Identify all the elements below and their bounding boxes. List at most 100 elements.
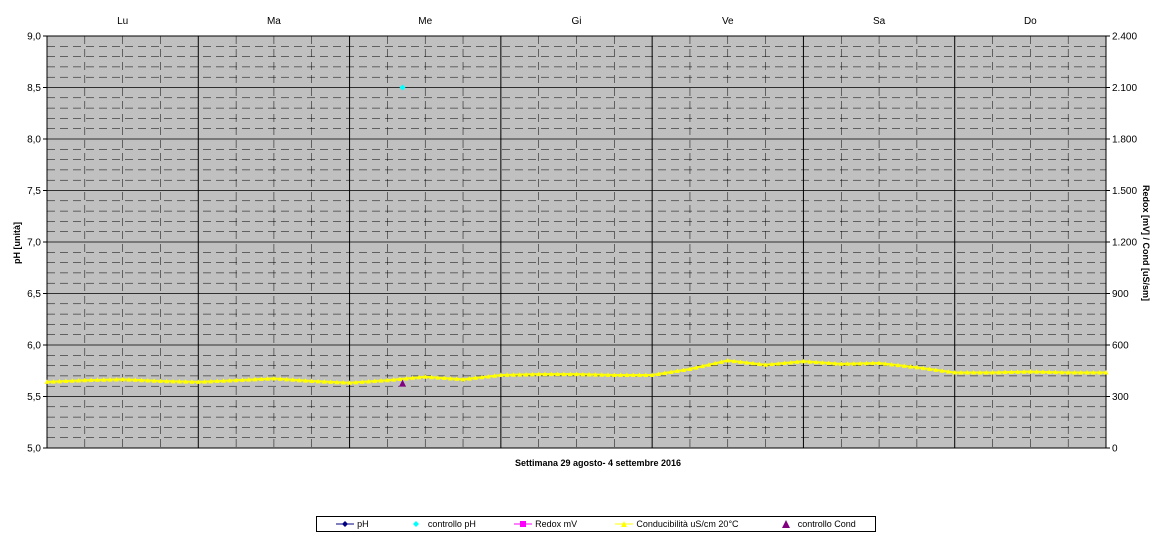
legend-item-conducibilita: Conducibilità uS/cm 20°C bbox=[615, 519, 739, 529]
conducibilita-point bbox=[832, 360, 838, 366]
conducibilita-point bbox=[712, 360, 718, 366]
conducibilita-point bbox=[208, 378, 214, 384]
conducibilita-point bbox=[901, 363, 907, 368]
conducibilita-point bbox=[157, 378, 163, 384]
legend-label-controllo-ph: controllo pH bbox=[427, 519, 476, 529]
left-tick-label: 5,0 bbox=[27, 444, 41, 455]
conducibilita-point bbox=[290, 377, 296, 382]
conducibilita-point bbox=[76, 377, 82, 383]
conducibilita-point bbox=[302, 378, 308, 383]
left-tick-label: 8,5 bbox=[27, 83, 41, 94]
conducibilita-point bbox=[391, 377, 397, 382]
conducibilita-point bbox=[498, 372, 504, 378]
conducibilita-point bbox=[1084, 369, 1090, 375]
conducibilita-point bbox=[183, 379, 189, 384]
conducibilita-point bbox=[466, 376, 472, 381]
right-axis-ticks: 0 300 600 900 1.200 1.500 1.800 2.100 2.400 bbox=[1106, 32, 1137, 455]
conducibilita-point bbox=[334, 379, 340, 385]
right-tick-label: 300 bbox=[1112, 392, 1129, 403]
conducibilita-point bbox=[605, 372, 611, 377]
conducibilita-point bbox=[895, 362, 901, 368]
conducibilita-point bbox=[718, 359, 724, 364]
conducibilita-point bbox=[630, 372, 636, 378]
conducibilita-point bbox=[403, 375, 409, 381]
legend-item-controllo-ph: controllo pH bbox=[407, 519, 476, 529]
left-axis-title: pH [unità] bbox=[12, 222, 22, 264]
conducibilita-point bbox=[744, 360, 750, 365]
conducibilita-point bbox=[945, 369, 951, 374]
conducibilita-point bbox=[857, 360, 863, 366]
conducibilita-point bbox=[340, 379, 346, 385]
legend-label-redox: Redox mV bbox=[535, 519, 578, 529]
controllo-ph-point bbox=[399, 84, 406, 91]
conducibilita-point bbox=[838, 361, 844, 366]
legend-item-controllo-cond: controllo Cond bbox=[777, 519, 856, 529]
conducibilita-point bbox=[176, 378, 182, 384]
conducibilita-point bbox=[813, 359, 819, 365]
conducibilita-point bbox=[693, 365, 699, 370]
conducibilita-point bbox=[1090, 369, 1096, 375]
conducibilita-point bbox=[599, 372, 605, 377]
conducibilita-point bbox=[788, 359, 794, 365]
conducibilita-point bbox=[1078, 369, 1084, 375]
conducibilita-point bbox=[1002, 369, 1008, 375]
legend-marker-redox bbox=[514, 519, 533, 529]
right-tick-label: 1.200 bbox=[1112, 238, 1137, 249]
conducibilita-point bbox=[933, 367, 939, 372]
conducibilita-point bbox=[523, 371, 529, 377]
conducibilita-point bbox=[94, 377, 100, 382]
conducibilita-point bbox=[1071, 369, 1077, 375]
conducibilita-point bbox=[668, 369, 674, 375]
left-tick-label: 6,5 bbox=[27, 289, 41, 300]
conducibilita-point bbox=[214, 378, 220, 384]
conducibilita-point bbox=[674, 368, 680, 374]
conducibilita-point bbox=[794, 359, 800, 364]
conducibilita-point bbox=[416, 374, 422, 380]
left-tick-label: 5,5 bbox=[27, 392, 41, 403]
right-tick-label: 900 bbox=[1112, 289, 1129, 300]
conducibilita-point bbox=[983, 369, 989, 375]
conducibilita-point bbox=[782, 360, 788, 366]
conducibilita-point bbox=[1053, 369, 1059, 375]
conducibilita-point bbox=[227, 377, 233, 383]
conducibilita-point bbox=[384, 377, 390, 383]
conducibilita-point bbox=[567, 371, 573, 377]
conducibilita-point bbox=[246, 377, 252, 382]
conducibilita-point bbox=[504, 372, 510, 377]
conducibilita-point bbox=[958, 369, 964, 375]
conducibilita-point bbox=[189, 379, 195, 384]
conducibilita-point bbox=[397, 376, 403, 382]
conducibilita-point bbox=[139, 377, 145, 383]
conducibilita-point bbox=[971, 369, 977, 375]
conducibilita-point bbox=[321, 379, 327, 384]
conducibilita-point bbox=[662, 370, 668, 376]
conducibilita-point bbox=[914, 364, 920, 370]
conducibilita-point bbox=[271, 375, 277, 381]
conducibilita-point bbox=[252, 376, 258, 382]
day-label: Lu bbox=[117, 16, 128, 27]
conducibilita-point bbox=[845, 361, 851, 366]
conducibilita-point bbox=[151, 378, 157, 383]
conducibilita-point bbox=[1034, 369, 1040, 374]
conducibilita-point bbox=[460, 376, 466, 382]
legend: pH controllo pH Redox mV Conducibilità u… bbox=[316, 516, 876, 532]
legend-marker-controllo-ph bbox=[407, 519, 425, 529]
conducibilita-point bbox=[592, 372, 598, 377]
grid-lines bbox=[46, 36, 1107, 448]
conducibilita-point bbox=[1015, 369, 1021, 374]
conducibilita-point bbox=[378, 378, 384, 383]
conducibilita-point bbox=[69, 378, 75, 383]
left-tick-label: 7,5 bbox=[27, 186, 41, 197]
conducibilita-point bbox=[239, 377, 245, 382]
conducibilita-point bbox=[529, 371, 535, 377]
conducibilita-point bbox=[977, 369, 983, 375]
conducibilita-point bbox=[763, 362, 769, 367]
conducibilita-point bbox=[687, 366, 693, 372]
conducibilita-point bbox=[126, 377, 132, 382]
legend-label-conducibilita: Conducibilità uS/cm 20°C bbox=[636, 519, 739, 529]
left-tick-label: 9,0 bbox=[27, 32, 41, 43]
right-tick-label: 600 bbox=[1112, 341, 1129, 352]
conducibilita-point bbox=[422, 374, 428, 379]
legend-item-ph: pH bbox=[336, 519, 369, 529]
conducibilita-point bbox=[202, 379, 208, 384]
